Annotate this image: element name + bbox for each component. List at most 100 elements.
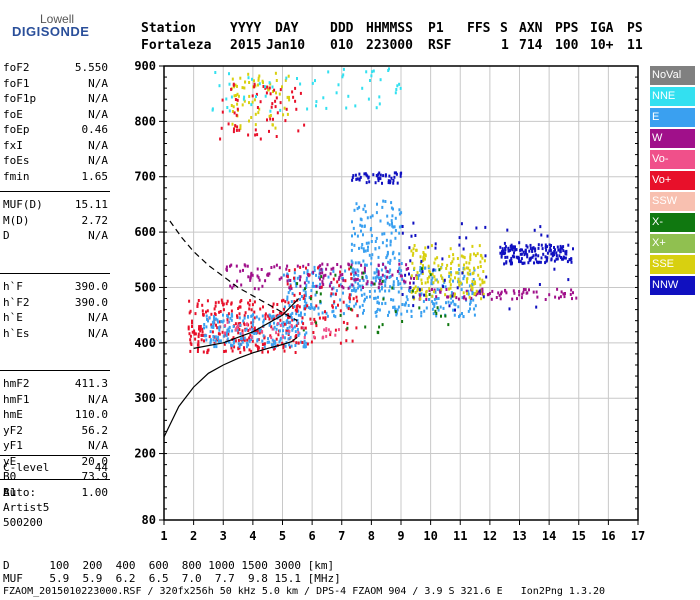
echo-point — [371, 214, 374, 218]
echo-point — [504, 255, 507, 259]
param-row: fxI N/A — [3, 138, 108, 153]
echo-point — [209, 341, 212, 345]
echo-point — [371, 70, 374, 74]
echo-point — [196, 343, 199, 347]
echo-point — [399, 282, 402, 286]
echo-point — [189, 341, 192, 345]
echo-point — [236, 98, 239, 102]
echo-point — [365, 70, 368, 74]
echo-point — [342, 67, 345, 71]
echo-point — [191, 319, 193, 323]
echo-point — [196, 302, 199, 306]
echo-point — [257, 78, 260, 82]
echo-point — [544, 243, 547, 247]
echo-point — [272, 314, 275, 318]
echo-point — [299, 297, 301, 301]
echo-point — [399, 274, 402, 278]
echo-point — [238, 345, 241, 348]
echo-point — [532, 246, 535, 250]
echo-point — [221, 110, 224, 114]
echo-point — [216, 337, 219, 340]
echo-point — [325, 106, 328, 110]
echo-point — [380, 282, 383, 286]
echo-point — [432, 312, 435, 316]
echo-point — [293, 279, 296, 283]
echo-point — [377, 286, 380, 290]
echo-point — [400, 211, 403, 215]
echo-point — [425, 306, 428, 310]
echo-point — [393, 171, 396, 175]
echo-point — [483, 280, 486, 284]
echo-point — [196, 350, 199, 353]
echo-point — [249, 278, 252, 282]
echo-point — [226, 106, 229, 109]
echo-point — [253, 82, 256, 86]
echo-point — [529, 246, 532, 250]
echo-point — [418, 306, 421, 310]
echo-point — [437, 297, 440, 300]
echo-point — [241, 332, 244, 336]
echo-point — [211, 330, 214, 334]
echo-point — [312, 281, 314, 285]
echo-point — [382, 297, 385, 301]
echo-point — [391, 224, 394, 228]
echo-point — [313, 265, 316, 269]
echo-point — [377, 176, 380, 180]
echo-point — [288, 95, 290, 99]
echo-point — [381, 205, 384, 209]
param-name: foF1p — [3, 92, 37, 105]
x-tick-label: 14 — [542, 529, 556, 543]
echo-point — [284, 300, 287, 304]
echo-point — [553, 267, 556, 271]
echo-point — [559, 247, 562, 251]
echo-point — [232, 325, 235, 328]
echo-point — [237, 331, 240, 335]
echo-point — [275, 331, 278, 335]
echo-point — [518, 293, 521, 297]
echo-point — [378, 95, 381, 99]
echo-point — [427, 245, 430, 249]
echo-point — [512, 289, 515, 293]
echo-point — [354, 104, 357, 108]
echo-point — [426, 280, 429, 284]
echo-point — [294, 86, 297, 90]
echo-point — [231, 286, 234, 290]
echo-point — [288, 329, 291, 333]
echo-point — [358, 279, 361, 282]
echo-point — [431, 272, 434, 276]
autoscale-note: 500200 — [3, 516, 43, 529]
echo-point — [308, 296, 311, 299]
header-label: P1 — [428, 21, 444, 36]
echo-point — [407, 304, 410, 307]
echo-point — [325, 329, 328, 332]
echo-point — [449, 271, 452, 275]
echo-point — [360, 246, 363, 250]
echo-point — [437, 280, 440, 284]
echo-point — [422, 258, 425, 262]
echo-point — [312, 331, 315, 334]
echo-point — [251, 339, 254, 343]
echo-point — [287, 337, 290, 341]
echo-point — [251, 327, 254, 331]
echo-point — [388, 261, 391, 265]
echo-point — [301, 320, 303, 324]
echo-point — [236, 102, 239, 106]
echo-point — [241, 329, 244, 333]
echo-point — [400, 224, 403, 228]
echo-point — [401, 277, 404, 281]
echo-point — [433, 297, 436, 301]
echo-point — [432, 281, 435, 285]
echo-point — [511, 248, 514, 252]
echo-point — [380, 287, 383, 291]
echo-point — [257, 83, 259, 87]
echo-point — [472, 291, 475, 295]
echo-point — [342, 278, 345, 282]
echo-point — [379, 173, 382, 177]
echo-point — [296, 321, 299, 325]
echo-point — [542, 252, 545, 256]
echo-point — [215, 323, 217, 327]
echo-point — [250, 321, 253, 325]
echo-point — [481, 281, 484, 285]
echo-point — [210, 312, 213, 316]
echo-point — [443, 278, 446, 282]
